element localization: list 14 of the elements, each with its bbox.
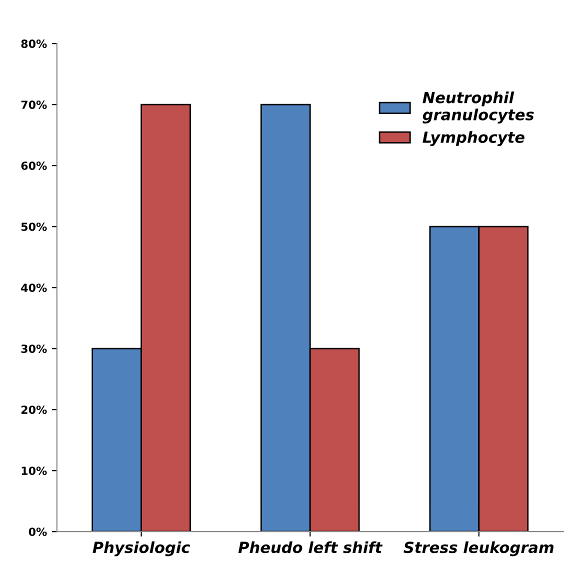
y-tick-label: 20%	[21, 406, 47, 414]
legend-label: Lymphocyte	[422, 131, 524, 146]
y-tick-label: 10%	[22, 466, 47, 475]
x-tick-label: Pheudo left shift	[238, 541, 383, 554]
y-tick-label: 0%	[28, 528, 47, 536]
y-tick-label: 40%	[21, 284, 47, 292]
y-tick-label: 80%	[21, 40, 47, 48]
legend-label: Neutrophil granulocytes	[422, 91, 534, 124]
y-tick-label: 50%	[21, 222, 47, 231]
y-tick-label: 30%	[21, 344, 47, 353]
y-tick-label: 60%	[21, 162, 47, 170]
x-tick-label: Stress leukogram	[404, 541, 554, 556]
y-tick-label: 70%	[21, 100, 47, 109]
x-tick-label: Physiologic	[92, 541, 190, 556]
